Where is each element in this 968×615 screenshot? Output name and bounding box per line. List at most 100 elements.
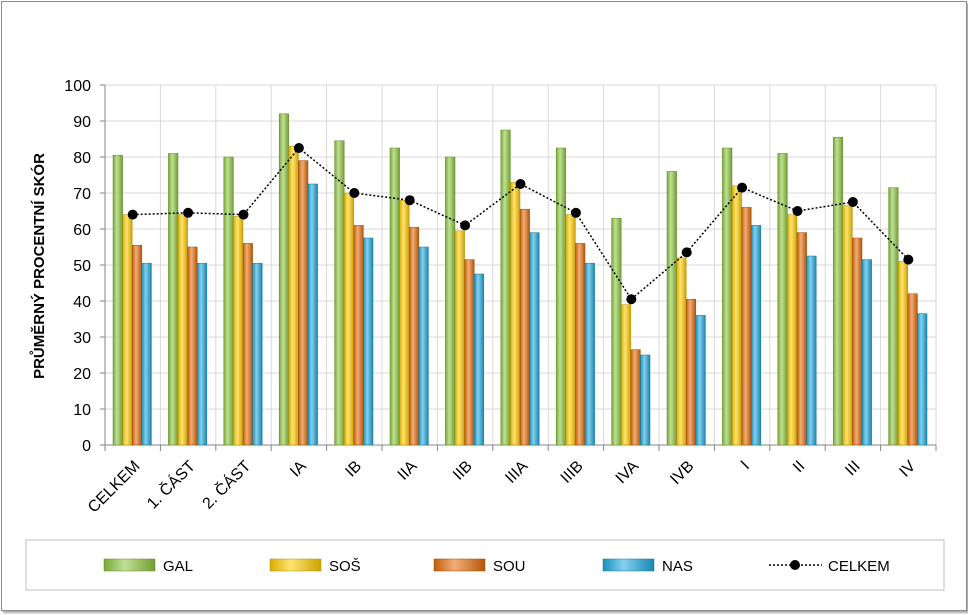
x-tick-label: IA [287,458,310,481]
x-tick-label: III [842,458,863,479]
bar-gal-3 [278,113,290,446]
bar-sou-12 [796,232,807,446]
bar-nas-1 [196,262,208,446]
bar-gal-2 [223,156,234,446]
bars [112,113,928,446]
y-tick-label: 90 [73,114,91,131]
x-tick-label: IV [896,458,919,481]
bar-soš-3 [288,145,299,446]
bar-sou-7 [519,208,530,446]
celkem-point-14 [903,254,914,265]
bar-nas-14 [917,313,928,446]
y-tick-label: 40 [73,294,91,311]
bar-nas-12 [806,255,817,446]
bar-nas-6 [473,273,485,446]
x-tick-label: IVB [667,458,697,488]
y-tick-label: 70 [73,186,91,203]
celkem-point-2 [238,209,249,220]
bar-soš-7 [510,181,521,446]
legend-swatch-marker [790,560,800,570]
bar-gal-0 [112,154,123,446]
bar-sou-1 [187,246,198,446]
x-tick-label: I [738,458,753,473]
y-tick-label: 20 [73,366,91,383]
x-tick-label: 1. ČÁST [143,456,199,512]
bar-sou-11 [741,207,752,446]
bar-soš-1 [177,214,188,446]
celkem-line [127,143,914,305]
bar-soš-10 [676,257,687,446]
celkem-point-12 [792,206,803,216]
bar-gal-13 [832,136,844,446]
celkem-point-3 [293,143,304,153]
legend-label-sou: SOU [493,558,526,575]
y-tick-label: 50 [73,258,91,275]
bar-sou-4 [353,225,364,446]
bar-gal-9 [611,217,622,446]
bar-soš-6 [454,230,465,446]
bar-nas-2 [252,262,263,446]
celkem-point-1 [183,207,194,218]
celkem-point-9 [626,294,637,305]
bar-soš-4 [343,192,355,446]
bar-gal-14 [888,187,899,446]
bar-gal-8 [555,147,567,446]
legend-label-soš: SOŠ [329,558,361,575]
legend-swatch-gal [103,558,156,572]
celkem-point-6 [460,220,471,231]
bar-soš-9 [620,304,632,446]
y-tick-label: 0 [82,438,91,455]
celkem-point-5 [404,195,415,206]
bar-sou-2 [242,243,253,446]
bar-gal-10 [666,171,677,446]
legend: GAL SOŠ SOU NAS CELKEM [25,539,945,591]
x-tick-label: CELKEM [85,458,144,517]
celkem-point-0 [127,209,138,220]
bar-gal-6 [445,156,456,446]
bar-nas-4 [363,237,374,446]
bar-nas-8 [584,262,595,446]
y-tick-label: 60 [73,222,91,239]
bar-gal-12 [777,153,788,446]
bar-gal-7 [500,129,511,446]
legend-label-gal: GAL [163,558,193,575]
celkem-point-11 [737,182,748,193]
legend-label-celkem: CELKEM [828,558,890,575]
bar-soš-0 [122,214,133,446]
x-tick-label: II [790,458,808,476]
x-tick-label: IIB [450,458,476,484]
y-tick-label: 80 [73,150,91,167]
x-tick-label: IIIB [558,458,587,487]
x-tick-label: 2. ČÁST [198,456,254,512]
bar-sou-6 [464,259,475,446]
bar-nas-3 [307,183,318,446]
bar-nas-10 [695,315,706,446]
celkem-point-8 [570,207,581,218]
bar-soš-13 [842,205,853,446]
celkem-point-13 [847,197,858,207]
bar-sou-14 [907,293,918,446]
bar-soš-2 [233,216,244,446]
y-axis-label: PRŮMĚRNÝ PROCENTNÍ SKÓR [29,153,48,379]
y-tick-label: 10 [73,402,91,419]
bar-nas-11 [750,225,762,446]
celkem-point-10 [681,247,692,258]
bar-gal-5 [389,147,400,446]
celkem-point-4 [349,188,360,198]
bar-nas-9 [640,354,651,446]
x-tick-label: IVA [613,458,643,488]
bar-soš-8 [565,214,576,446]
y-tick-label: 30 [73,330,91,347]
bar-soš-5 [399,199,410,446]
bar-gal-1 [168,153,179,446]
x-tick-label: IB [342,458,365,481]
celkem-line-path [132,146,909,301]
bar-nas-0 [141,262,152,446]
bar-sou-3 [298,160,309,446]
bar-sou-5 [408,226,420,446]
bar-gal-11 [722,147,733,446]
bar-soš-12 [787,214,798,446]
legend-swatch-nas [602,558,655,572]
